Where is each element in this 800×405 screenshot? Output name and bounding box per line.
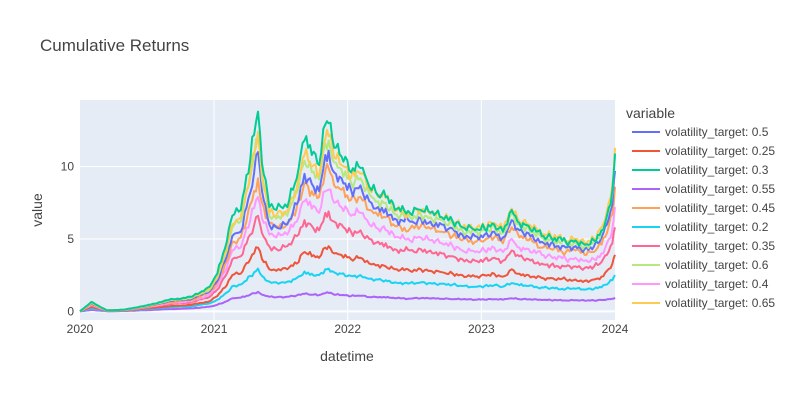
legend-label: volatility_target: 0.55 xyxy=(665,182,775,196)
legend[interactable]: volatility_target: 0.5 volatility_target:… xyxy=(632,125,775,310)
x-tick-label: 2020 xyxy=(67,322,94,336)
legend-label: volatility_target: 0.35 xyxy=(665,239,775,253)
y-axis-label: value xyxy=(29,193,45,227)
legend-label: volatility_target: 0.25 xyxy=(665,144,775,158)
y-tick-label: 5 xyxy=(67,232,74,246)
legend-label: volatility_target: 0.65 xyxy=(665,296,775,310)
legend-item[interactable]: volatility_target: 0.35 xyxy=(632,239,775,253)
legend-item[interactable]: volatility_target: 0.3 xyxy=(632,163,769,177)
legend-item[interactable]: volatility_target: 0.5 xyxy=(632,125,769,139)
x-tick-label: 2023 xyxy=(468,322,495,336)
legend-label: volatility_target: 0.4 xyxy=(665,277,769,291)
legend-label: volatility_target: 0.45 xyxy=(665,201,775,215)
legend-item[interactable]: volatility_target: 0.6 xyxy=(632,258,769,272)
x-tick-label: 2022 xyxy=(334,322,361,336)
legend-label: volatility_target: 0.3 xyxy=(665,163,769,177)
legend-item[interactable]: volatility_target: 0.2 xyxy=(632,220,769,234)
legend-label: volatility_target: 0.5 xyxy=(665,125,769,139)
legend-item[interactable]: volatility_target: 0.4 xyxy=(632,277,769,291)
x-tick-label: 2024 xyxy=(602,322,629,336)
y-tick-label: 10 xyxy=(61,160,75,174)
legend-label: volatility_target: 0.6 xyxy=(665,258,769,272)
y-tick-label: 0 xyxy=(67,304,74,318)
y-tick-labels: 0 5 10 xyxy=(61,160,75,319)
chart-title: Cumulative Returns xyxy=(40,36,189,55)
legend-item[interactable]: volatility_target: 0.65 xyxy=(632,296,775,310)
series-line xyxy=(79,110,616,313)
series-line xyxy=(79,210,616,313)
legend-item[interactable]: volatility_target: 0.45 xyxy=(632,201,775,215)
legend-label: volatility_target: 0.2 xyxy=(665,220,769,234)
legend-title: variable xyxy=(626,105,675,121)
series-lines xyxy=(79,110,616,313)
series-line xyxy=(79,290,616,313)
legend-item[interactable]: volatility_target: 0.55 xyxy=(632,182,775,196)
legend-item[interactable]: volatility_target: 0.25 xyxy=(632,144,775,158)
x-axis-label: datetime xyxy=(320,348,374,364)
x-tick-label: 2021 xyxy=(201,322,228,336)
x-tick-labels: 2020 2021 2022 2023 2024 xyxy=(67,322,629,336)
series-line xyxy=(79,267,616,313)
series-line xyxy=(79,162,616,313)
series-line xyxy=(79,245,616,313)
